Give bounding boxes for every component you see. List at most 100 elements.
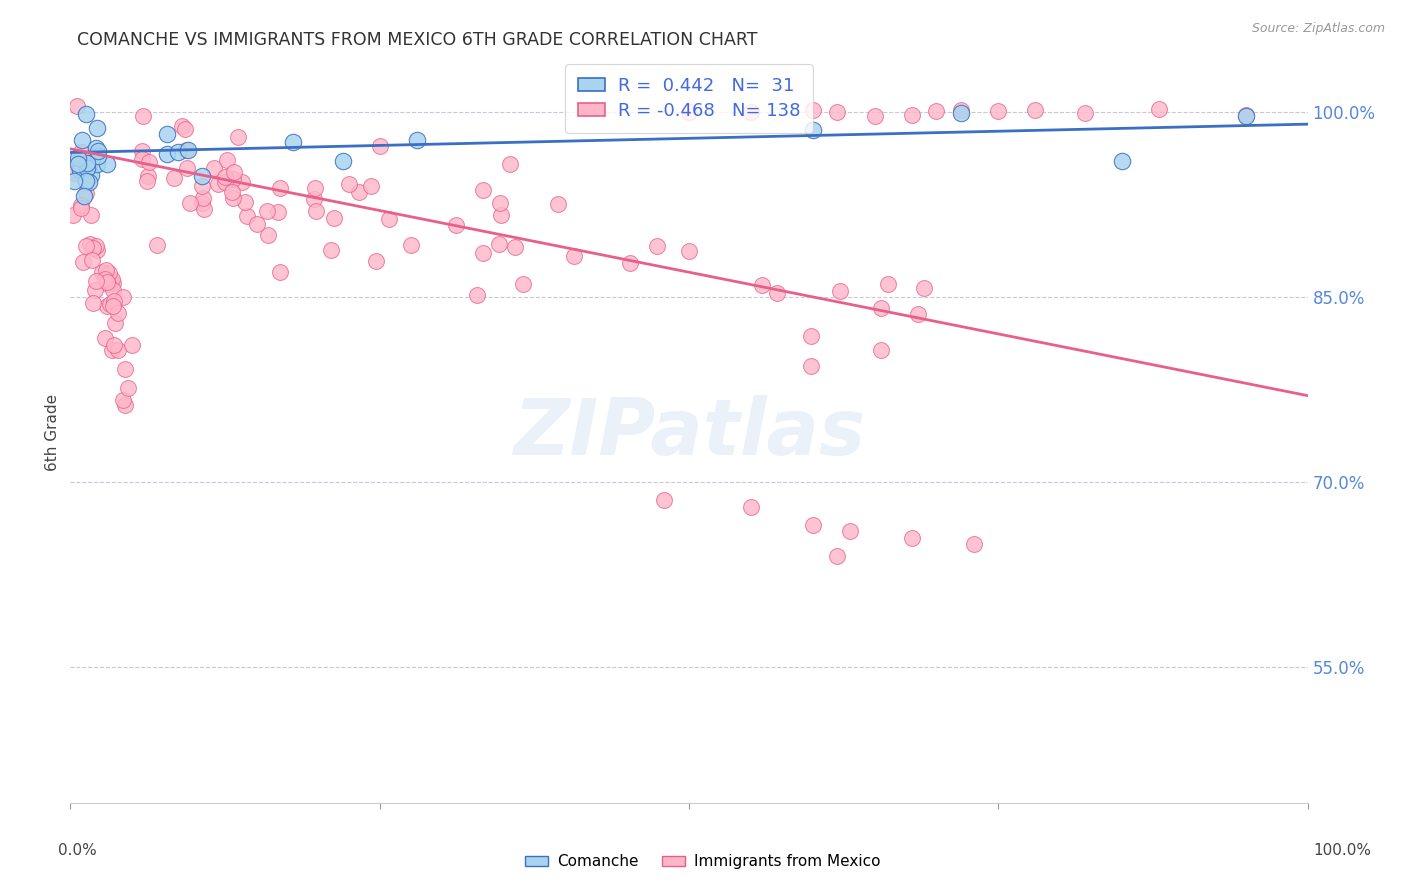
Point bbox=[101, 343, 124, 358]
Point bbox=[136, 174, 159, 188]
Point bbox=[96, 157, 118, 171]
Point bbox=[73, 189, 96, 203]
Point bbox=[281, 135, 304, 149]
Point bbox=[869, 343, 891, 358]
Point bbox=[84, 141, 107, 155]
Point bbox=[962, 537, 984, 551]
Point bbox=[1147, 102, 1170, 116]
Point bbox=[131, 109, 153, 123]
Point bbox=[322, 211, 344, 226]
Point bbox=[925, 104, 948, 119]
Point bbox=[80, 208, 103, 222]
Point bbox=[82, 253, 104, 268]
Point bbox=[103, 337, 125, 351]
Point bbox=[547, 196, 569, 211]
Point bbox=[98, 266, 121, 280]
Point bbox=[499, 157, 522, 171]
Point bbox=[70, 198, 93, 212]
Point bbox=[107, 343, 129, 358]
Point bbox=[368, 139, 391, 153]
Point bbox=[101, 276, 124, 290]
Point bbox=[907, 307, 929, 321]
Text: Source: ZipAtlas.com: Source: ZipAtlas.com bbox=[1251, 22, 1385, 36]
Point bbox=[167, 145, 190, 159]
Point bbox=[652, 493, 675, 508]
Point bbox=[84, 283, 107, 297]
Point bbox=[96, 275, 118, 289]
Point bbox=[75, 107, 97, 121]
Point bbox=[86, 148, 108, 162]
Point bbox=[912, 281, 935, 295]
Point bbox=[193, 202, 215, 217]
Point bbox=[236, 210, 259, 224]
Point bbox=[751, 278, 773, 293]
Point bbox=[97, 277, 120, 292]
Point bbox=[801, 518, 824, 533]
Point bbox=[75, 239, 97, 253]
Point bbox=[378, 212, 401, 227]
Point bbox=[156, 147, 179, 161]
Point bbox=[114, 361, 136, 376]
Point bbox=[98, 297, 121, 311]
Point bbox=[76, 156, 98, 170]
Point bbox=[987, 104, 1010, 119]
Point bbox=[1234, 109, 1257, 123]
Point bbox=[246, 217, 269, 231]
Point bbox=[828, 284, 851, 298]
Point bbox=[94, 331, 117, 345]
Point bbox=[94, 272, 117, 286]
Point bbox=[117, 381, 139, 395]
Point bbox=[84, 274, 107, 288]
Point bbox=[121, 338, 143, 352]
Point bbox=[87, 145, 110, 159]
Point bbox=[801, 103, 824, 117]
Point bbox=[256, 204, 278, 219]
Point bbox=[827, 549, 849, 563]
Point bbox=[191, 169, 214, 183]
Point bbox=[488, 236, 510, 251]
Point bbox=[131, 144, 153, 158]
Point bbox=[77, 175, 100, 189]
Point bbox=[76, 161, 98, 175]
Point bbox=[256, 228, 278, 243]
Point bbox=[190, 179, 212, 194]
Point bbox=[801, 122, 824, 136]
Point bbox=[1074, 106, 1097, 120]
Point bbox=[104, 316, 127, 330]
Point bbox=[503, 240, 526, 254]
Point bbox=[207, 178, 229, 192]
Point bbox=[170, 119, 193, 133]
Point bbox=[740, 104, 762, 119]
Point bbox=[70, 133, 93, 147]
Point bbox=[740, 500, 762, 514]
Point bbox=[405, 133, 427, 147]
Point bbox=[107, 306, 129, 320]
Point bbox=[222, 171, 245, 186]
Point bbox=[86, 120, 108, 135]
Point bbox=[1024, 103, 1046, 117]
Point bbox=[231, 176, 253, 190]
Point bbox=[876, 277, 898, 292]
Point bbox=[177, 143, 200, 157]
Point bbox=[215, 153, 238, 167]
Point bbox=[221, 191, 243, 205]
Point bbox=[269, 180, 291, 194]
Point bbox=[619, 256, 641, 270]
Point bbox=[221, 185, 243, 199]
Point bbox=[79, 237, 101, 252]
Point bbox=[191, 195, 214, 210]
Point bbox=[766, 286, 789, 301]
Point bbox=[67, 151, 90, 165]
Point bbox=[304, 181, 326, 195]
Point bbox=[111, 290, 134, 304]
Point bbox=[269, 265, 291, 279]
Text: COMANCHE VS IMMIGRANTS FROM MEXICO 6TH GRADE CORRELATION CHART: COMANCHE VS IMMIGRANTS FROM MEXICO 6TH G… bbox=[77, 31, 758, 49]
Point bbox=[146, 238, 169, 252]
Point bbox=[399, 238, 422, 252]
Point bbox=[678, 105, 700, 120]
Point bbox=[364, 254, 387, 268]
Point bbox=[131, 152, 153, 166]
Point bbox=[79, 156, 101, 170]
Y-axis label: 6th Grade: 6th Grade bbox=[45, 394, 60, 471]
Text: 100.0%: 100.0% bbox=[1313, 843, 1372, 858]
